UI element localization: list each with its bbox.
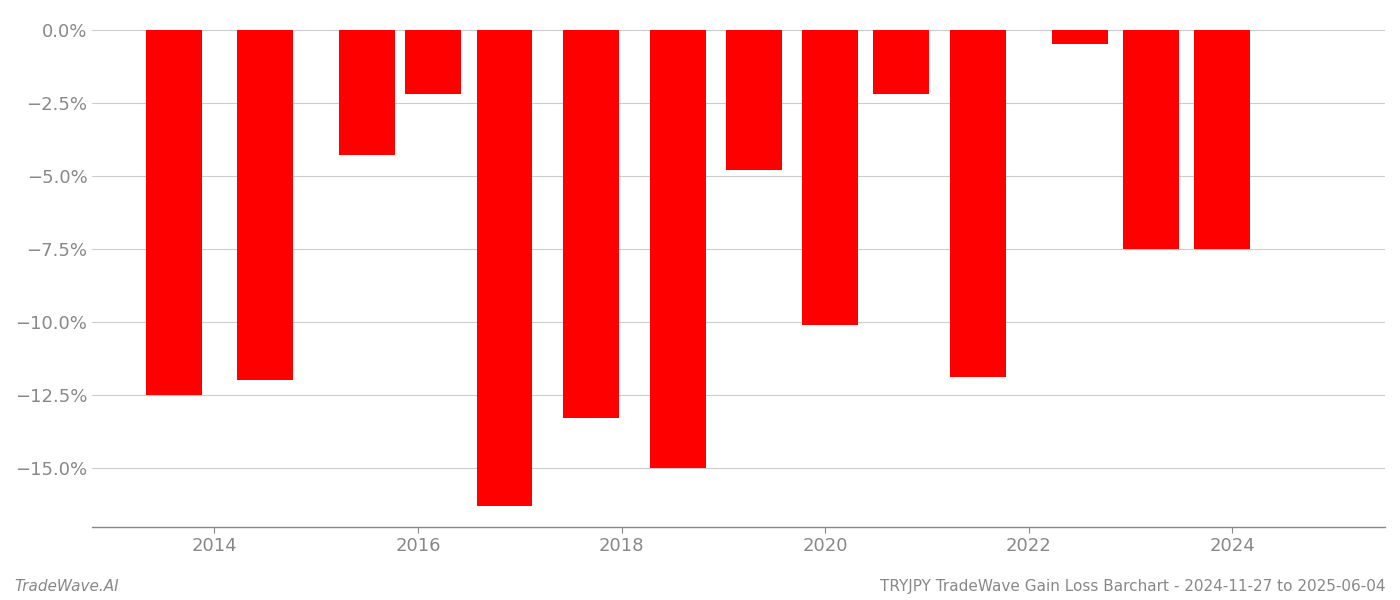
Text: TRYJPY TradeWave Gain Loss Barchart - 2024-11-27 to 2025-06-04: TRYJPY TradeWave Gain Loss Barchart - 20… xyxy=(881,579,1386,594)
Bar xyxy=(650,29,706,468)
Bar xyxy=(563,29,619,418)
Bar xyxy=(405,29,461,94)
Bar xyxy=(802,29,858,325)
Text: TradeWave.AI: TradeWave.AI xyxy=(14,579,119,594)
Bar xyxy=(725,29,781,170)
Bar xyxy=(1051,29,1107,44)
Bar xyxy=(476,29,532,506)
Bar xyxy=(1123,29,1179,249)
Bar xyxy=(339,29,395,155)
Bar xyxy=(949,29,1005,377)
Bar xyxy=(874,29,930,94)
Bar xyxy=(1194,29,1250,249)
Bar xyxy=(237,29,293,380)
Bar xyxy=(146,29,202,395)
